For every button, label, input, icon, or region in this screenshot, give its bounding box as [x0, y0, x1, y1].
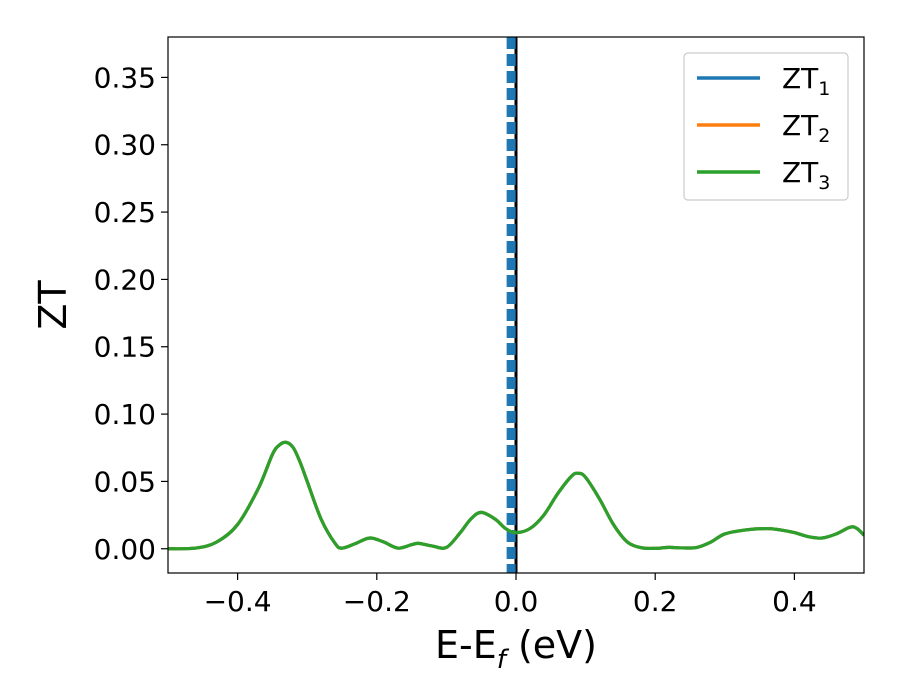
x-axis-label-unit: (eV)	[506, 623, 597, 667]
y-tick-label: 0.20	[94, 263, 156, 296]
legend-label-sub: 3	[818, 172, 830, 194]
legend-label-sub: 1	[818, 78, 830, 100]
x-axis-label-main: E-E	[435, 623, 497, 667]
legend-label-main: ZT	[782, 109, 819, 142]
x-axis-ticks: −0.4 −0.2 0.0 0.2 0.4	[204, 573, 817, 618]
series-line-zt3	[168, 440, 864, 551]
x-axis-label: E-Ef (eV)	[435, 623, 597, 675]
y-axis-label: ZT	[31, 280, 75, 330]
x-tick-label: −0.2	[343, 585, 411, 618]
y-tick-label: 0.25	[94, 196, 156, 229]
y-tick-label: 0.15	[94, 331, 156, 364]
y-tick-label: 0.30	[94, 129, 156, 162]
legend-label-zt2: ZT2	[782, 109, 830, 147]
vertical-lines-group	[506, 37, 518, 573]
legend-label-sub: 2	[818, 125, 830, 147]
y-tick-label: 0.00	[94, 533, 156, 566]
legend-label-main: ZT	[782, 62, 819, 95]
legend-box	[683, 52, 849, 201]
x-tick-label: 0.2	[633, 585, 678, 618]
y-tick-label: 0.35	[94, 61, 156, 94]
legend-label-zt3: ZT3	[782, 156, 830, 194]
x-tick-label: −0.4	[204, 585, 272, 618]
x-tick-label: 0.0	[494, 585, 539, 618]
series-group	[168, 440, 864, 551]
y-tick-label: 0.10	[94, 398, 156, 431]
legend-label-zt1: ZT1	[782, 62, 830, 100]
x-tick-label: 0.4	[772, 585, 817, 618]
legend-label-main: ZT	[782, 156, 819, 189]
y-tick-label: 0.05	[94, 465, 156, 498]
y-axis-ticks: 0.00 0.05 0.10 0.15 0.20 0.25 0.30 0.35	[94, 61, 168, 566]
